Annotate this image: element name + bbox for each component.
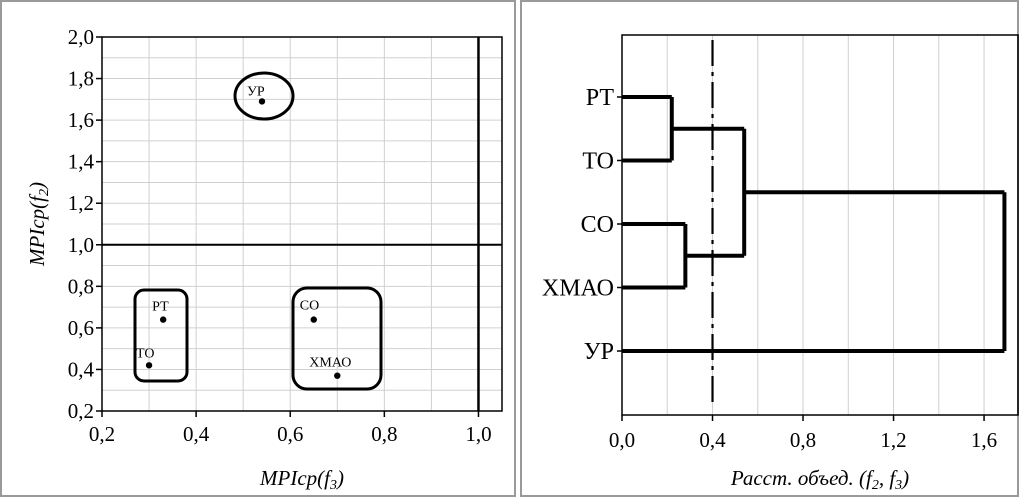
dendrogram-chart: 0,0 0,4 0,8 1,2 1,6 РТ ТО СО ХМАО УР Расст. объед… (542, 34, 1019, 493)
group-ring-so-hmao (291, 286, 383, 391)
scatter-y-tick-label: 0,2 (68, 399, 94, 423)
dendrogram-leaf-label: ТО (582, 149, 614, 175)
scatter-point (334, 372, 341, 379)
scatter-x-tick-label: 0,8 (371, 422, 397, 446)
dendrogram-x-tick-label: 0,0 (609, 428, 635, 452)
dendrogram-leaf-label: УР (584, 339, 614, 365)
scatter-y-tick-label: 0,4 (68, 357, 95, 381)
scatter-plot-area (101, 36, 503, 412)
scatter-point (159, 316, 167, 323)
scatter-point (145, 362, 153, 369)
scatter-point (310, 316, 317, 323)
dendrogram-leaf-label: РТ (586, 85, 615, 111)
scatter-point-label: ХМАО (309, 356, 351, 371)
dendrogram-leaf-label: СО (581, 212, 614, 238)
scatter-x-tick-label: 0,2 (89, 422, 115, 446)
scatter-y-tick-label: 0,6 (68, 316, 94, 340)
scatter-point-label: ТО (136, 346, 154, 361)
dendrogram-x-tick-label: 1,2 (880, 428, 906, 452)
scatter-x-tick-label: 0,4 (183, 422, 210, 446)
scatter-point-label: СО (300, 299, 319, 314)
scatter-x-tick-label: 1,0 (465, 422, 491, 446)
dendrogram-panel (520, 0, 1019, 497)
dendrogram-x-tick-label: 0,4 (699, 428, 726, 452)
dendrogram-x-tick-label: 0,8 (790, 428, 816, 452)
scatter-chart: 0,2 0,4 0,6 0,8 1,0 2,0 1,8 1,6 1,4 1,2 1,0 0,8 0,6 0… (25, 25, 503, 493)
scatter-panel (0, 0, 516, 497)
scatter-y-tick-label: 1,6 (68, 108, 94, 132)
scatter-y-tick-label: 1,0 (68, 233, 94, 257)
scatter-y-tick-label: 2,0 (68, 25, 94, 49)
scatter-y-tick-label: 0,8 (68, 274, 94, 298)
scatter-point (258, 98, 266, 105)
group-ring-rt-to (133, 288, 189, 383)
scatter-x-tick-label: 0,6 (277, 422, 303, 446)
group-ring-ur (233, 71, 295, 121)
dendrogram-leaf-label: ХМАО (542, 276, 614, 302)
scatter-y-tick-label: 1,2 (68, 191, 94, 215)
scatter-y-tick-label: 1,4 (68, 150, 95, 174)
scatter-point-label: УР (247, 84, 265, 99)
scatter-point-label: РТ (152, 300, 169, 315)
scatter-y-axis-label: MPIcp(f2) (25, 182, 52, 267)
dendrogram-x-tick-label: 1,6 (971, 428, 997, 452)
dendrogram-x-axis-label: Расст. объед. (f2, f3) (730, 466, 909, 493)
scatter-x-axis-label: MPIcp(f3) (259, 466, 344, 493)
scatter-y-tick-label: 1,8 (68, 67, 94, 91)
